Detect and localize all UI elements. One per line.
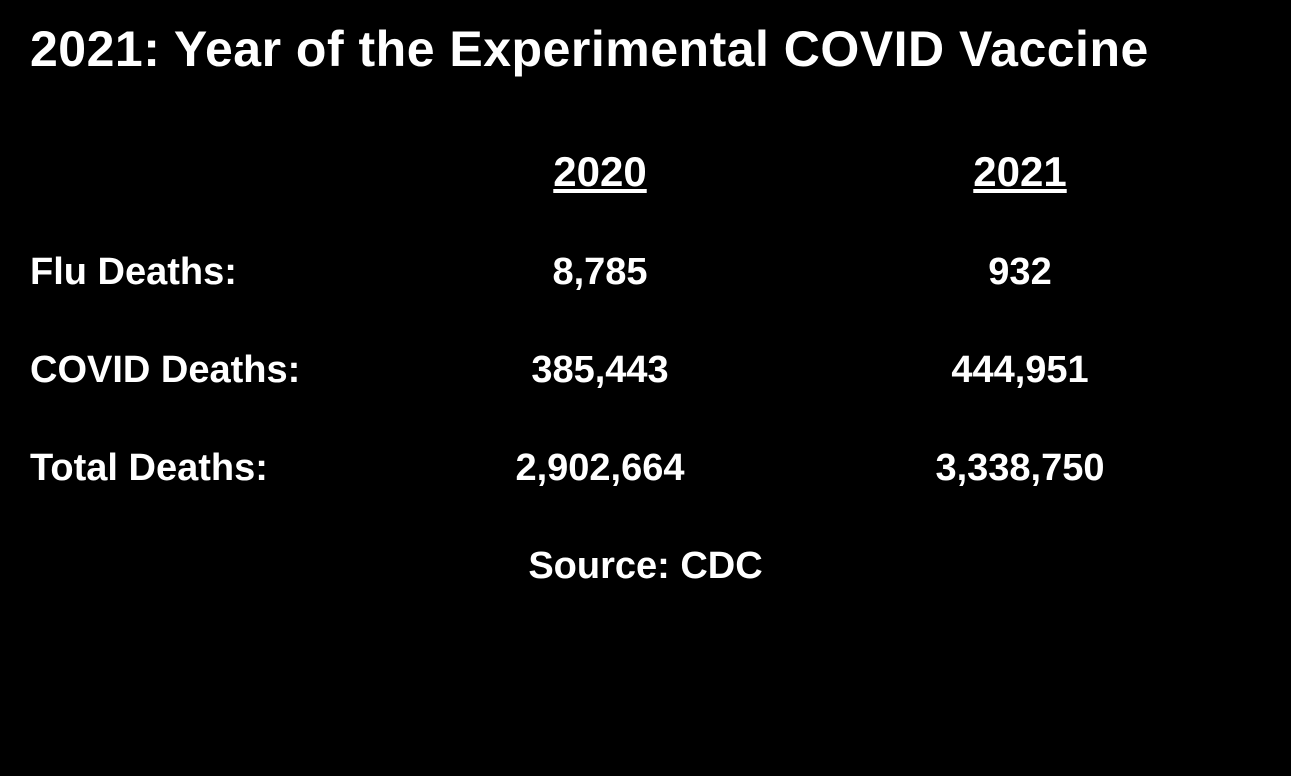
year-header-2: 2021	[973, 148, 1066, 196]
table-header-row: 2020 2021	[30, 148, 1261, 196]
header-label-spacer	[30, 148, 390, 196]
col-header-2020: 2020	[390, 148, 810, 196]
table-row: Total Deaths: 2,902,664 3,338,750	[30, 447, 1261, 490]
total-deaths-2020: 2,902,664	[390, 447, 810, 490]
page-title: 2021: Year of the Experimental COVID Vac…	[30, 20, 1261, 78]
flu-deaths-2021: 932	[810, 251, 1230, 294]
infographic-container: 2021: Year of the Experimental COVID Vac…	[0, 0, 1291, 776]
table-row: Flu Deaths: 8,785 932	[30, 251, 1261, 294]
data-table: 2020 2021 Flu Deaths: 8,785 932 COVID De…	[30, 148, 1261, 490]
row-label-covid: COVID Deaths:	[30, 349, 390, 392]
covid-deaths-2021: 444,951	[810, 349, 1230, 392]
flu-deaths-2020: 8,785	[390, 251, 810, 294]
table-row: COVID Deaths: 385,443 444,951	[30, 349, 1261, 392]
row-label-total: Total Deaths:	[30, 447, 390, 490]
col-header-2021: 2021	[810, 148, 1230, 196]
source-attribution: Source: CDC	[30, 545, 1261, 588]
total-deaths-2021: 3,338,750	[810, 447, 1230, 490]
covid-deaths-2020: 385,443	[390, 349, 810, 392]
year-header-1: 2020	[553, 148, 646, 196]
row-label-flu: Flu Deaths:	[30, 251, 390, 294]
